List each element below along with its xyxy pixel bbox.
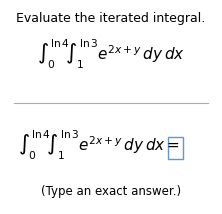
Text: (Type an exact answer.): (Type an exact answer.) xyxy=(41,185,181,198)
Bar xyxy=(168,137,183,159)
Text: $\int_0^{\ln 4}\!\int_1^{\ln 3} e^{2x+y}\,dy\,dx$: $\int_0^{\ln 4}\!\int_1^{\ln 3} e^{2x+y}… xyxy=(37,37,185,71)
Text: $\int_0^{\ln 4}\!\int_1^{\ln 3} e^{2x+y}\,dy\,dx =$: $\int_0^{\ln 4}\!\int_1^{\ln 3} e^{2x+y}… xyxy=(18,128,180,162)
Text: Evaluate the iterated integral.: Evaluate the iterated integral. xyxy=(16,12,206,25)
